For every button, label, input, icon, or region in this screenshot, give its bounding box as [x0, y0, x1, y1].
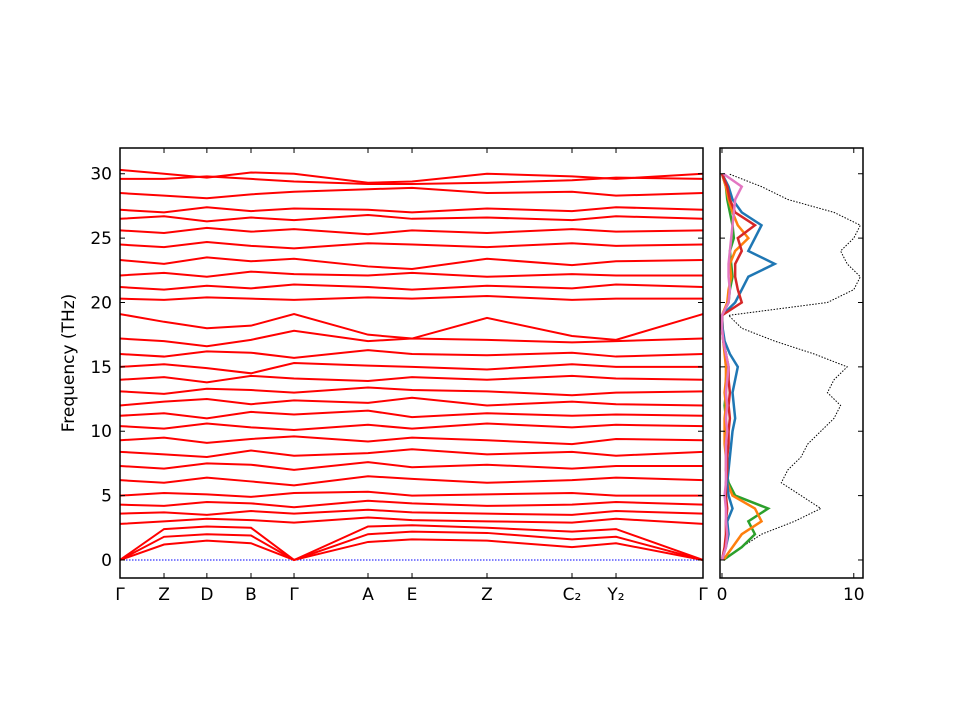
dos-line — [720, 173, 764, 561]
band-line — [119, 186, 704, 200]
y-axis-label: Frequency (THz) — [59, 294, 79, 433]
band-line — [119, 422, 704, 431]
x-tick-label: Y₂ — [606, 585, 624, 605]
x-tick-label: B — [245, 585, 257, 605]
x-tick-label: Z — [481, 585, 493, 605]
y-tick-label: 10 — [90, 422, 112, 442]
x-tick-label: Γ — [698, 585, 708, 605]
band-line — [119, 295, 703, 301]
band-line — [119, 461, 703, 471]
y-tick-label: 25 — [90, 229, 112, 249]
band-line — [119, 168, 704, 184]
band-line — [119, 396, 704, 407]
band-line — [119, 313, 704, 341]
plot-frame — [119, 147, 704, 579]
x-tick-label: C₂ — [563, 585, 582, 605]
band-line — [119, 490, 703, 498]
y-tick-label: 30 — [90, 165, 112, 185]
x-tick-label: Γ — [289, 585, 299, 605]
band-line — [119, 499, 704, 509]
x-tick-label: D — [200, 585, 213, 605]
band-line — [119, 349, 704, 359]
x-tick-label: 10 — [843, 585, 865, 605]
band-line — [119, 226, 704, 236]
band-line — [119, 240, 704, 250]
band-line — [119, 538, 704, 562]
band-line — [119, 516, 704, 525]
band-line — [119, 283, 704, 291]
dos-line — [720, 173, 778, 561]
y-tick-label: 5 — [101, 487, 112, 507]
band-line — [119, 374, 704, 384]
dos-line — [720, 173, 771, 562]
x-tick-label: Z — [158, 585, 170, 605]
band-line — [119, 256, 704, 271]
band-line — [119, 213, 704, 223]
band-line — [119, 475, 704, 487]
dos-line — [724, 173, 862, 561]
band-line — [119, 270, 703, 278]
band-line — [119, 386, 704, 397]
band-line — [119, 206, 704, 214]
band-line — [119, 329, 704, 348]
band-line — [119, 448, 704, 458]
band-line — [119, 435, 704, 446]
y-tick-label: 15 — [90, 358, 112, 378]
x-tick-label: 0 — [717, 585, 728, 605]
band-line — [119, 530, 704, 562]
y-tick-label: 20 — [90, 293, 112, 313]
x-tick-label: Γ — [115, 585, 125, 605]
x-tick-label: A — [362, 585, 374, 605]
band-line — [119, 524, 704, 562]
plot-frame — [719, 147, 864, 579]
band-line — [119, 409, 704, 420]
x-tick-label: E — [407, 585, 418, 605]
y-tick-label: 0 — [101, 551, 112, 571]
band-line — [119, 508, 704, 516]
band-line — [119, 361, 703, 375]
